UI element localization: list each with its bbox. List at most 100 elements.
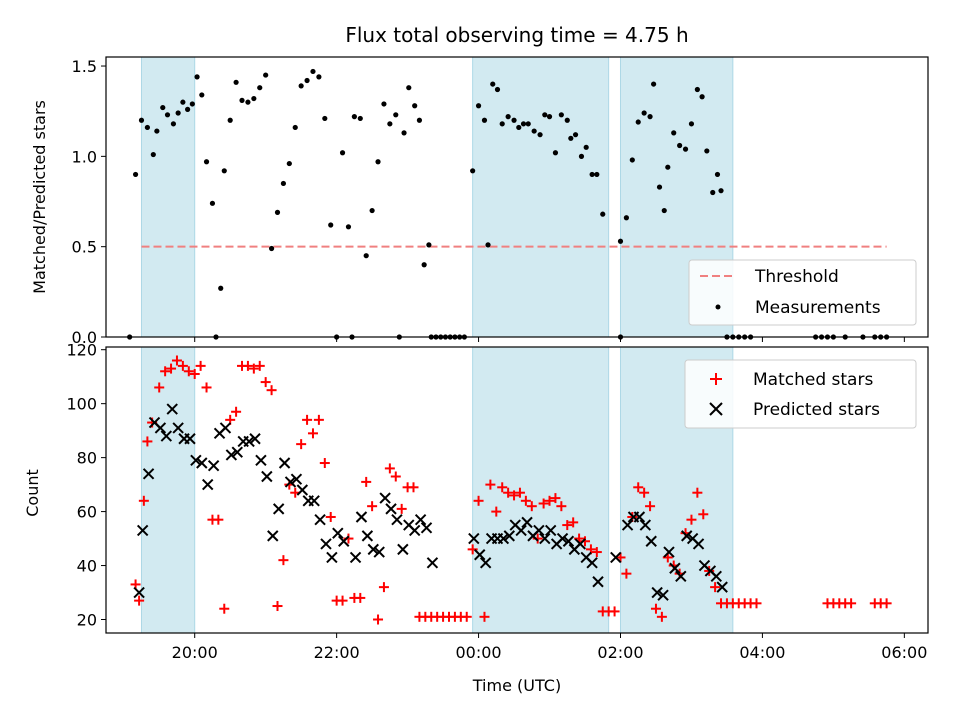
measurement-point <box>537 132 543 138</box>
predicted-star-point <box>633 511 646 523</box>
measurement-point <box>525 121 531 127</box>
matched-star-point <box>485 479 496 490</box>
matched-star-point <box>160 366 171 377</box>
measurement-point <box>292 124 298 131</box>
predicted-star-point <box>497 532 510 545</box>
predicted-star-point <box>426 557 439 569</box>
measurement-point <box>150 151 156 158</box>
measurement-point <box>494 86 501 93</box>
predicted-star-point <box>621 519 634 531</box>
bottom-y-axis-label: Count <box>23 469 42 517</box>
predicted-star-point <box>479 557 492 569</box>
measurement-point <box>623 215 630 221</box>
bottom-legend: Matched stars Predicted stars <box>684 359 917 429</box>
measurement-point <box>189 101 195 107</box>
predicted-star-point <box>172 422 184 434</box>
predicted-star-point <box>692 538 705 550</box>
predicted-star-point <box>361 530 374 542</box>
matched-star-point <box>396 503 407 514</box>
matched-star-point <box>355 592 366 603</box>
matched-star-point <box>645 501 656 512</box>
measurement-point <box>564 117 570 123</box>
x-tick-label: 22:00 <box>314 643 360 662</box>
measurement-point <box>426 242 432 248</box>
matched-star-point <box>514 487 525 498</box>
matched-star-point <box>621 568 632 579</box>
predicted-star-point <box>468 532 480 545</box>
x-tick-label: 20:00 <box>172 643 218 662</box>
matched-star-point <box>367 501 378 512</box>
measurement-point <box>718 188 724 194</box>
bottom-x-axis-label: Time (UTC) <box>472 676 561 695</box>
measurement-point <box>280 180 287 187</box>
top-legend: Threshold Measurements <box>688 259 917 326</box>
measurement-point <box>546 114 553 120</box>
measurement-point <box>322 115 328 122</box>
measurement-point <box>251 95 257 102</box>
measurement-point <box>511 117 517 123</box>
measurement-point <box>185 106 191 112</box>
measurement-point <box>375 159 381 165</box>
matched-star-point <box>497 482 508 493</box>
measurement-point <box>194 74 200 80</box>
measurement-point <box>682 146 689 152</box>
measurement-point <box>218 285 224 291</box>
top-shaded-intervals <box>140 56 734 338</box>
matched-star-point <box>698 509 709 520</box>
matched-star-point <box>846 598 857 609</box>
predicted-star-point <box>562 535 575 547</box>
measurement-point <box>144 124 150 131</box>
matched-star-point <box>142 436 153 447</box>
predicted-star-point <box>314 513 326 526</box>
matched-star-point <box>166 363 177 374</box>
measurement-point <box>345 224 352 230</box>
matched-star-point <box>154 382 165 393</box>
predicted-star-point <box>219 422 232 434</box>
predicted-stars-points <box>133 403 728 601</box>
y-tick-label: 1.5 <box>72 57 97 76</box>
predicted-star-point <box>154 422 167 434</box>
legend-matched-swatch <box>710 373 722 385</box>
matched-star-point <box>650 603 661 614</box>
predicted-star-point <box>385 503 397 515</box>
predicted-star-point <box>290 473 303 485</box>
top-x-ticks <box>194 337 905 342</box>
measurement-point <box>641 110 647 116</box>
measurement-point <box>704 148 710 154</box>
y-tick-label: 0.0 <box>72 328 97 347</box>
measurement-point <box>339 150 346 156</box>
matched-star-point <box>881 598 892 609</box>
measurement-point <box>594 171 600 178</box>
measurement-point <box>490 81 496 87</box>
matched-star-point <box>231 406 242 417</box>
matched-star-point <box>302 414 313 425</box>
matched-star-point <box>219 603 230 614</box>
measurement-point <box>647 114 653 120</box>
matched-star-point <box>378 582 389 593</box>
predicted-star-point <box>190 454 202 467</box>
matched-star-point <box>692 487 703 498</box>
measurement-point <box>209 200 216 206</box>
matched-star-point <box>254 360 265 371</box>
x-tick-label: 00:00 <box>456 643 502 662</box>
predicted-star-point <box>651 586 663 599</box>
matched-star-point <box>686 514 697 525</box>
predicted-star-point <box>515 524 527 537</box>
measurement-point <box>406 85 412 91</box>
measurement-point <box>699 94 705 100</box>
matched-star-point <box>461 611 472 622</box>
matched-star-point <box>177 360 188 371</box>
matched-star-point <box>639 487 650 498</box>
predicted-star-point <box>545 524 557 537</box>
predicted-star-point <box>474 549 486 561</box>
predicted-star-point <box>332 527 344 539</box>
measurement-point <box>572 132 579 138</box>
measurement-point <box>304 77 310 84</box>
top-legend-box <box>688 259 917 326</box>
predicted-star-point <box>338 535 350 547</box>
matched-star-point <box>544 495 555 506</box>
bottom-axes-frame <box>105 346 929 634</box>
measurement-point <box>485 242 491 248</box>
measurement-point <box>470 168 476 174</box>
